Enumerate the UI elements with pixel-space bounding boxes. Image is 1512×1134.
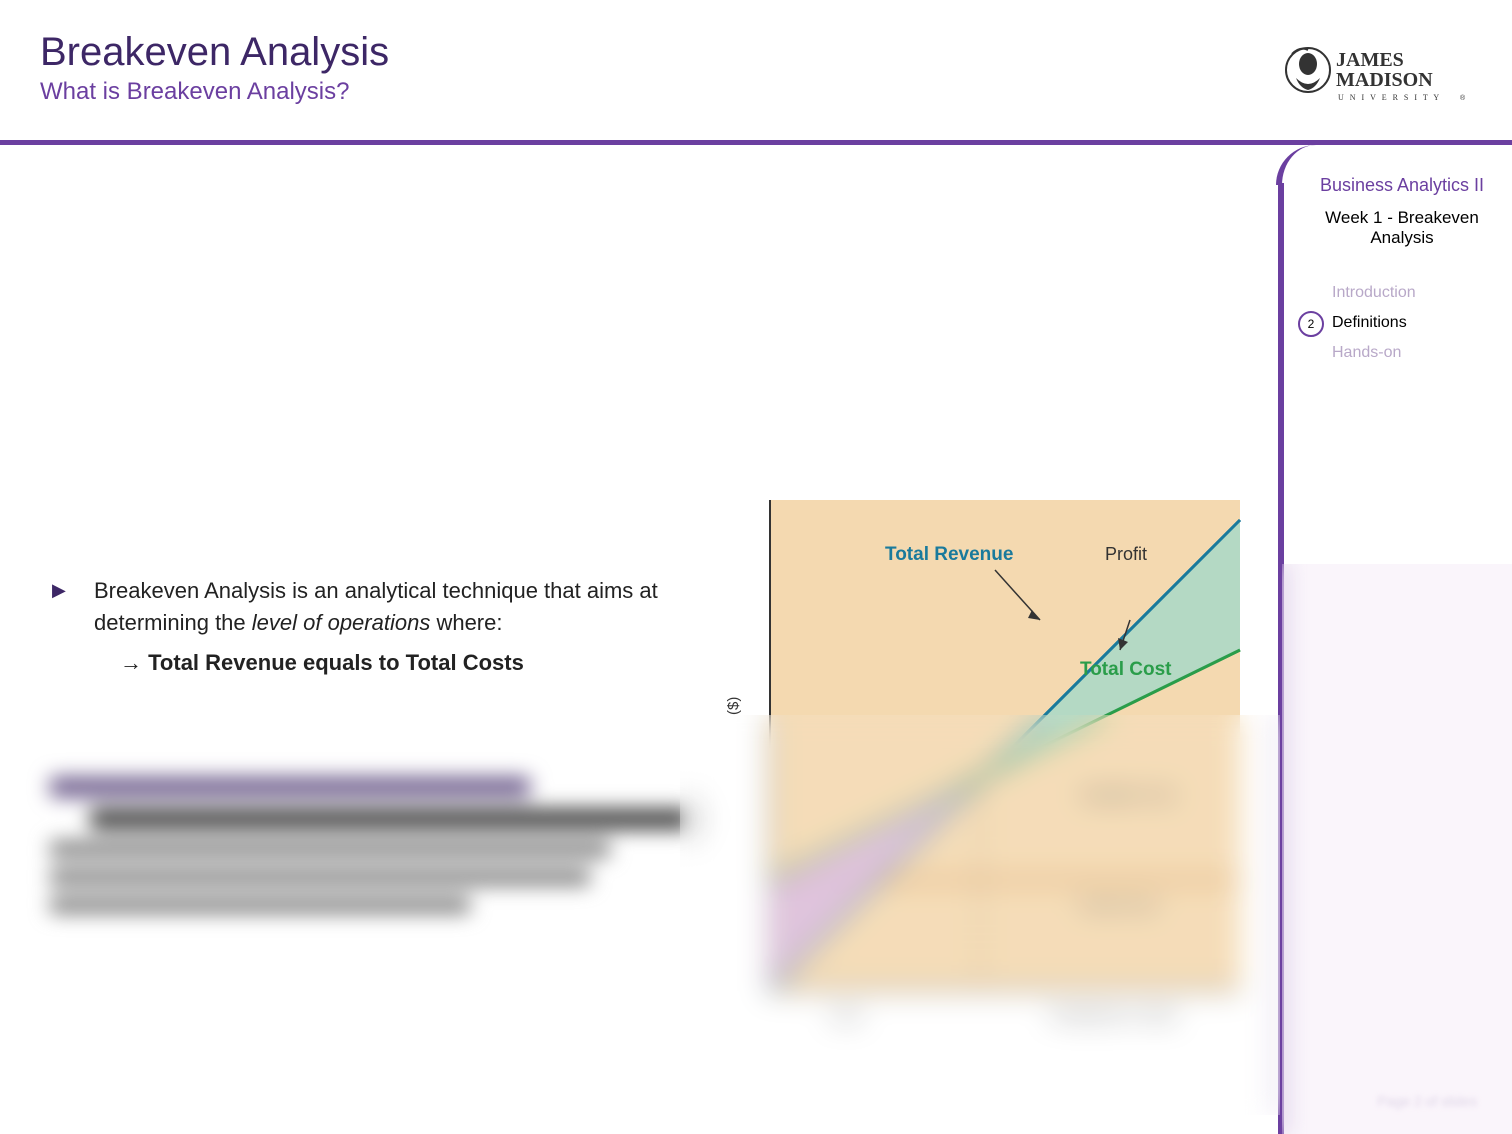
chart-yaxis-label: ($) xyxy=(725,697,742,715)
sidebar-blur xyxy=(1282,564,1512,1134)
nav-badge: 2 xyxy=(1298,311,1324,337)
svg-text:®: ® xyxy=(1460,94,1466,102)
bullet-text-post: where: xyxy=(430,610,502,635)
chart-label-revenue: Total Revenue xyxy=(885,544,1013,565)
chart-label-profit: Profit xyxy=(1105,544,1147,564)
bullet-marker-icon: ▶ xyxy=(52,577,66,603)
logo-text-top: JAMES xyxy=(1336,49,1404,71)
nav-introduction[interactable]: Introduction xyxy=(1312,278,1492,308)
nav-hands-on[interactable]: Hands-on xyxy=(1312,338,1492,368)
chart-label-cost: Total Cost xyxy=(1080,659,1172,680)
logo-text-bottom: MADISON xyxy=(1336,69,1433,91)
bullet-sub-text: Total Revenue equals to Total Costs xyxy=(148,650,524,675)
slide-title: Breakeven Analysis xyxy=(40,30,1472,74)
bullet-item-1: ▶ Breakeven Analysis is an analytical te… xyxy=(70,575,690,679)
footer-hint: Page 2 of slides xyxy=(1377,1093,1477,1109)
blurred-bullet-2 xyxy=(50,765,690,985)
bullet-sub-1: → Total Revenue equals to Total Costs xyxy=(70,647,690,679)
blurred-chart-lower xyxy=(680,715,1280,1115)
logo-text-sub: U N I V E R S I T Y xyxy=(1338,93,1441,102)
slide-subtitle: What is Breakeven Analysis? xyxy=(40,78,1472,106)
jmu-logo: JAMES MADISON U N I V E R S I T Y ® xyxy=(1282,40,1472,110)
nav-label: Introduction xyxy=(1332,284,1416,301)
slide-body: ▶ Breakeven Analysis is an analytical te… xyxy=(0,145,1270,1134)
course-title: Business Analytics II xyxy=(1312,175,1492,196)
nav-label: Hands-on xyxy=(1332,344,1401,361)
bullet-text-em: level of operations xyxy=(252,610,431,635)
week-title: Week 1 - Breakeven Analysis xyxy=(1312,208,1492,248)
nav-definitions[interactable]: 2 Definitions xyxy=(1312,308,1492,338)
arrow-icon: → xyxy=(120,650,148,675)
nav-label: Definitions xyxy=(1332,314,1407,331)
